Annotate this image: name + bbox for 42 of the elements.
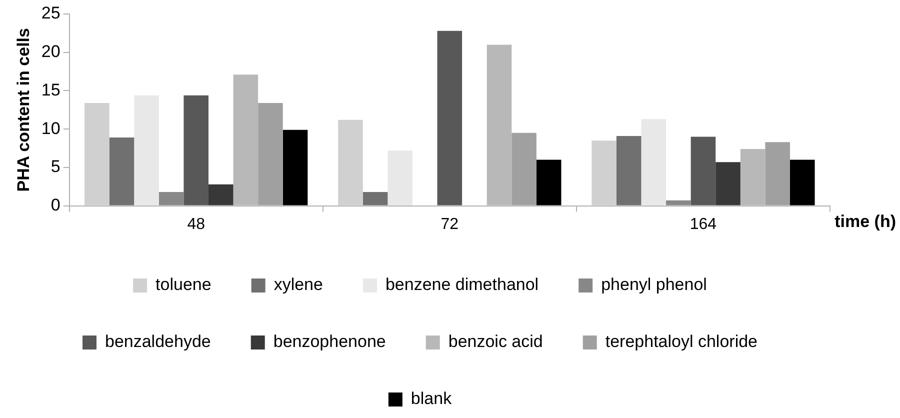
bar [512, 132, 536, 206]
y-tick-label: 20 [41, 42, 60, 62]
y-tick-label: 0 [50, 195, 60, 214]
bar [790, 160, 815, 206]
bar [362, 192, 388, 206]
legend-label: xylene [274, 275, 323, 294]
y-axis-title: PHA content in cells [14, 28, 33, 192]
bar [184, 95, 208, 206]
bar [690, 136, 716, 206]
bar [134, 95, 159, 206]
bar [616, 136, 642, 206]
bar [666, 200, 691, 206]
x-tick-label: 164 [690, 216, 717, 233]
y-tick-label: 5 [50, 157, 60, 176]
x-tick-label: 72 [440, 216, 459, 233]
bar [208, 184, 234, 206]
y-tick-label: 25 [41, 4, 60, 23]
legend-label: blank [410, 389, 452, 408]
bar [437, 30, 462, 206]
bar [388, 150, 412, 206]
x-axis-title: time (h) [834, 212, 896, 231]
bar [716, 162, 740, 206]
bar [536, 160, 562, 206]
bar [592, 140, 616, 206]
y-tick-label: 10 [41, 118, 60, 138]
legend-label: benzaldehyde [104, 332, 211, 352]
x-tick-label: 48 [187, 216, 206, 233]
legend-label: toluene [156, 275, 212, 294]
bar [338, 120, 363, 206]
legend-label: benzophenone [273, 332, 386, 352]
legend-label: terephtaloyl chloride [605, 332, 758, 352]
bar [158, 192, 184, 206]
bar [765, 142, 790, 206]
bar [84, 102, 110, 206]
bar [109, 138, 134, 206]
bar [641, 119, 666, 206]
y-tick-label: 15 [41, 80, 60, 100]
legend-label: benzoic acid [448, 332, 543, 352]
legend-label: benzene dimethanol [385, 275, 539, 294]
bar [258, 102, 283, 206]
bar [282, 130, 308, 206]
legend-label: phenyl phenol [601, 275, 707, 294]
